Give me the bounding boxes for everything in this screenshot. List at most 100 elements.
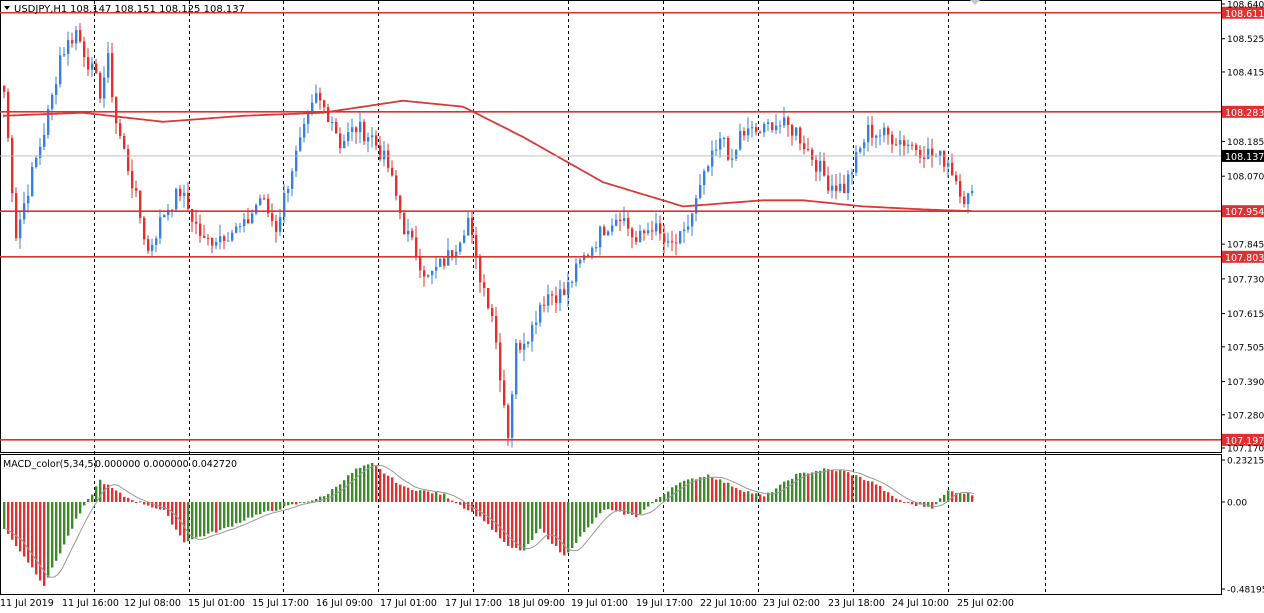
candle-body: [855, 152, 858, 173]
macd-bar: [415, 490, 418, 502]
macd-histogram: [3, 462, 974, 586]
candle-body: [79, 30, 82, 42]
macd-bar: [915, 501, 918, 506]
macd-bar: [879, 485, 882, 502]
macd-bar: [11, 501, 14, 540]
macd-bar: [971, 495, 974, 502]
time-tick-label: 19 Jul 01:00: [571, 598, 628, 609]
candle-body: [351, 127, 354, 133]
macd-bar: [543, 501, 546, 533]
macd-axis: 0.232152 0.00 -0.48195: [1221, 457, 1264, 596]
macd-bar: [371, 462, 374, 502]
candle-body: [535, 322, 538, 325]
candle-body: [831, 185, 834, 191]
time-tick-label: 15 Jul 01:00: [188, 598, 245, 609]
macd-bar: [739, 490, 742, 502]
candle-body: [903, 140, 906, 146]
price-level-tag: [1222, 205, 1264, 218]
price-level-tag: [1222, 105, 1264, 118]
macd-bar: [771, 492, 774, 502]
macd-tick-label: -0.48195: [1227, 586, 1264, 596]
candle-body: [423, 270, 426, 277]
macd-bar: [267, 501, 270, 511]
candle-body: [435, 266, 438, 271]
macd-bar: [843, 470, 846, 502]
candle-body: [679, 231, 682, 244]
macd-bar: [755, 493, 758, 502]
macd-bar: [283, 501, 286, 507]
candle-body: [203, 235, 206, 238]
candle-body: [475, 235, 478, 258]
macd-bar: [611, 501, 614, 511]
candle-body: [211, 238, 214, 246]
macd-bar: [351, 472, 354, 502]
macd-bar: [823, 468, 826, 502]
macd-bar: [639, 501, 642, 515]
candle-body: [939, 150, 942, 156]
candle-body: [911, 144, 914, 146]
candle-body: [751, 127, 754, 129]
macd-bar: [687, 479, 690, 502]
macd-bar: [379, 469, 382, 502]
macd-bar: [851, 475, 854, 502]
macd-bar: [947, 490, 950, 502]
macd-bar: [387, 475, 390, 502]
candle-body: [711, 150, 714, 167]
macd-bar: [523, 501, 526, 551]
candle-body: [851, 172, 854, 175]
shift-marker-icon[interactable]: [970, 0, 980, 5]
candle-body: [543, 304, 546, 306]
candle-body: [295, 150, 298, 172]
macd-bar: [667, 491, 670, 502]
candle-body: [947, 162, 950, 167]
candle-body: [599, 226, 602, 248]
macd-bar: [675, 485, 678, 502]
candle-body: [183, 192, 186, 197]
candle-body: [703, 171, 706, 186]
candle-body: [135, 188, 138, 191]
candle-body: [675, 242, 678, 244]
candle-body: [771, 122, 774, 130]
candle-body: [763, 123, 766, 133]
macd-bar: [419, 490, 422, 502]
macd-bar: [427, 491, 430, 502]
candle-body: [19, 219, 22, 239]
candle-body: [143, 217, 146, 240]
candle-body: [699, 185, 702, 199]
candle-body: [555, 295, 558, 303]
macd-bar: [451, 500, 454, 502]
candle-body: [291, 171, 294, 189]
macd-bar: [151, 501, 154, 508]
macd-bar: [631, 501, 634, 515]
macd-bar: [231, 501, 234, 527]
candle-body: [179, 188, 182, 197]
macd-bar: [75, 501, 78, 519]
candle-body: [71, 40, 74, 44]
macd-bar: [591, 501, 594, 524]
candle-body: [347, 132, 350, 142]
price-tick-label: 107.280: [1227, 411, 1264, 421]
macd-bar: [235, 501, 238, 524]
macd-bar: [359, 467, 362, 502]
macd-bar: [747, 491, 750, 502]
macd-bar: [863, 480, 866, 502]
time-tick-label: 11 Jul 2019: [0, 598, 54, 609]
macd-bar: [395, 482, 398, 502]
macd-bar: [803, 472, 806, 502]
macd-bar: [263, 501, 266, 512]
macd-bar: [731, 486, 734, 502]
macd-bar: [515, 501, 518, 548]
candle-body: [11, 137, 14, 194]
macd-bar: [139, 501, 142, 503]
chevron-down-icon[interactable]: [4, 6, 10, 10]
macd-bar: [883, 491, 886, 502]
candle-body: [895, 144, 898, 146]
macd-bar: [819, 470, 822, 502]
macd-bar: [531, 501, 534, 541]
candle-body: [639, 230, 642, 242]
candle-body: [807, 149, 810, 151]
macd-bar: [79, 501, 82, 514]
candle-body: [783, 117, 786, 126]
macd-bar: [303, 501, 306, 503]
macd-bar: [199, 501, 202, 537]
